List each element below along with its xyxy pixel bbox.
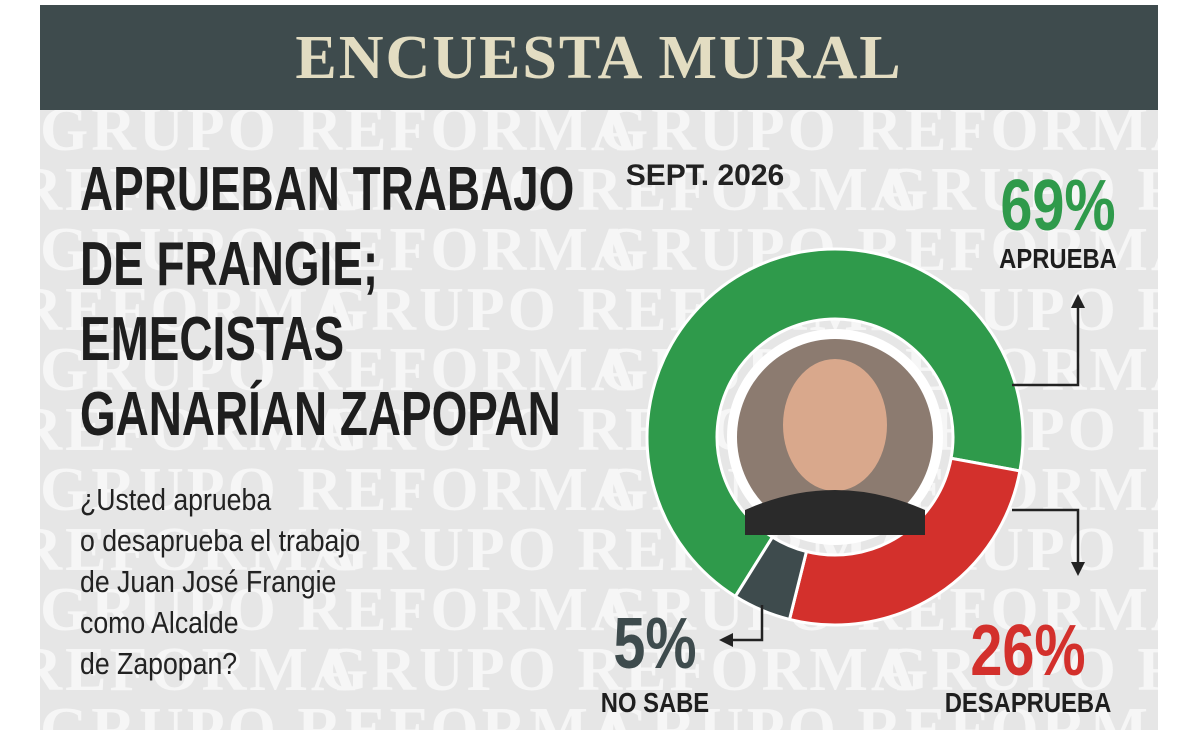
watermark-text: GRUPO REFORMA — [40, 216, 639, 284]
category-label: NO SABE — [601, 686, 709, 718]
date-label: SEPT. 2026 — [626, 159, 784, 192]
watermark-text: GRUPO REFORMA — [0, 636, 359, 704]
value-labels: 69%APRUEBA 26%DESAPRUEBA 5%NO SABE — [601, 165, 1117, 719]
question: ¿Usted aprueba o desaprueba el trabajo de … — [80, 483, 360, 681]
watermark-text: GRUPO REFORMA — [320, 156, 919, 224]
watermark-text: GRUPO REFORMA — [880, 636, 1199, 704]
value-label: 69% — [1000, 165, 1115, 246]
watermark-text: GRUPO REFORMA — [1160, 336, 1199, 404]
watermark-text: GRUPO REFORMA — [1160, 696, 1199, 755]
category-label: APRUEBA — [999, 242, 1117, 274]
question-line: de Juan José Frangie — [80, 565, 336, 599]
watermark-text: GRUPO REFORMA — [40, 96, 639, 164]
watermark-text: GRUPO REFORMA — [0, 516, 359, 584]
watermark-text: GRUPO REFORMA — [600, 696, 1199, 755]
photo-face — [783, 359, 887, 491]
watermark-text: GRUPO REFORMA — [600, 96, 1199, 164]
value-label: 26% — [970, 610, 1085, 691]
watermark-text: GRUPO REFORMA — [40, 696, 639, 755]
question-line: como Alcalde — [80, 606, 239, 640]
watermark-text: GRUPO REFORMA — [0, 156, 359, 224]
headline-line: GANARÍAN ZAPOPAN — [80, 379, 561, 448]
watermark-text: GRUPO REFORMA — [0, 276, 359, 344]
watermark-text: GRUPO REFORMA — [1160, 96, 1199, 164]
headline-line: EMECISTAS — [80, 304, 344, 373]
watermark-text: GRUPO REFORMA — [1160, 456, 1199, 524]
watermark-text: GRUPO REFORMA — [40, 456, 639, 524]
header-band — [40, 5, 1158, 110]
watermark-text: GRUPO REFORMA — [40, 336, 639, 404]
donut-segment — [733, 535, 809, 622]
question-line: ¿Usted aprueba — [80, 483, 272, 517]
watermark-text: GRUPO REFORMA — [1160, 576, 1199, 644]
category-label: DESAPRUEBA — [945, 686, 1112, 718]
donut — [645, 247, 1025, 627]
arrowheads — [719, 294, 1085, 647]
watermark-text: GRUPO REFORMA — [880, 156, 1199, 224]
donut-segment — [645, 247, 1025, 599]
arrows — [730, 305, 1080, 642]
question-line: o desaprueba el trabajo — [80, 524, 360, 558]
watermark-text: GRUPO REFORMA — [1160, 216, 1199, 284]
value-label: 5% — [613, 603, 696, 684]
question-line: de Zapopan? — [80, 647, 237, 681]
photo-suit — [745, 490, 925, 535]
watermark-text: GRUPO REFORMA — [320, 636, 919, 704]
headline-line: DE FRANGIE; — [80, 229, 378, 298]
headline-line: APRUEBAN TRABAJO — [80, 154, 574, 223]
watermark-text: GRUPO REFORMA — [40, 576, 639, 644]
watermark-text: GRUPO REFORMA — [0, 396, 359, 464]
chart-title: ENCUESTA MURAL — [295, 24, 902, 92]
